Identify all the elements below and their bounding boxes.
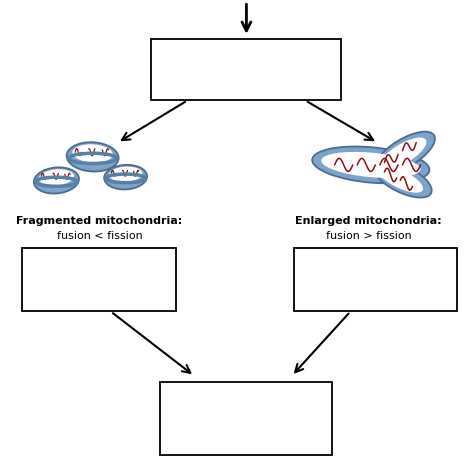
Ellipse shape bbox=[34, 167, 79, 193]
Text: Mitophagy ↓: Mitophagy ↓ bbox=[342, 253, 409, 263]
Ellipse shape bbox=[374, 161, 432, 198]
Text: Fragmented mitochondria:: Fragmented mitochondria: bbox=[16, 216, 182, 226]
Text: mtDNA integrity ↓: mtDNA integrity ↓ bbox=[51, 267, 148, 277]
Ellipse shape bbox=[379, 137, 427, 171]
FancyBboxPatch shape bbox=[161, 382, 332, 455]
Text: Complementation ↓: Complementation ↓ bbox=[46, 253, 152, 263]
Ellipse shape bbox=[104, 165, 147, 190]
Text: ΔΨm          ↓: ΔΨm ↓ bbox=[211, 431, 282, 441]
Text: crisis:: crisis: bbox=[224, 400, 269, 413]
Ellipse shape bbox=[374, 132, 435, 174]
Text: fusion and fission: fusion and fission bbox=[195, 73, 298, 86]
Text: imbalance in mitochondrial: imbalance in mitochondrial bbox=[166, 61, 327, 74]
Text: Mitochondrial: Mitochondrial bbox=[195, 386, 298, 399]
Ellipse shape bbox=[67, 142, 118, 172]
FancyBboxPatch shape bbox=[294, 247, 457, 311]
Text: Enlarged mitochondria:: Enlarged mitochondria: bbox=[295, 216, 442, 226]
Text: Respiration ↓: Respiration ↓ bbox=[210, 445, 283, 455]
Text: Biogenesis (mass) ↓: Biogenesis (mass) ↓ bbox=[46, 296, 153, 306]
Ellipse shape bbox=[109, 166, 142, 182]
Ellipse shape bbox=[73, 144, 113, 163]
Ellipse shape bbox=[377, 165, 423, 192]
Text: fusion > fission: fusion > fission bbox=[326, 231, 411, 241]
Text: Aging:: Aging: bbox=[222, 46, 271, 58]
Ellipse shape bbox=[321, 152, 420, 178]
FancyBboxPatch shape bbox=[22, 247, 176, 311]
Ellipse shape bbox=[312, 146, 429, 183]
Ellipse shape bbox=[39, 169, 74, 185]
FancyBboxPatch shape bbox=[151, 39, 341, 100]
Text: Oxidative stress ↑: Oxidative stress ↑ bbox=[327, 282, 424, 292]
Text: fusion < fission: fusion < fission bbox=[56, 231, 142, 241]
Text: Oxidative stress ↑: Oxidative stress ↑ bbox=[51, 282, 147, 292]
Text: ETC activity ↓: ETC activity ↓ bbox=[208, 417, 284, 427]
Text: Damaged mitochondria↑: Damaged mitochondria↑ bbox=[310, 267, 441, 277]
Text: Biogenesis (number) ↓: Biogenesis (number) ↓ bbox=[315, 296, 436, 306]
